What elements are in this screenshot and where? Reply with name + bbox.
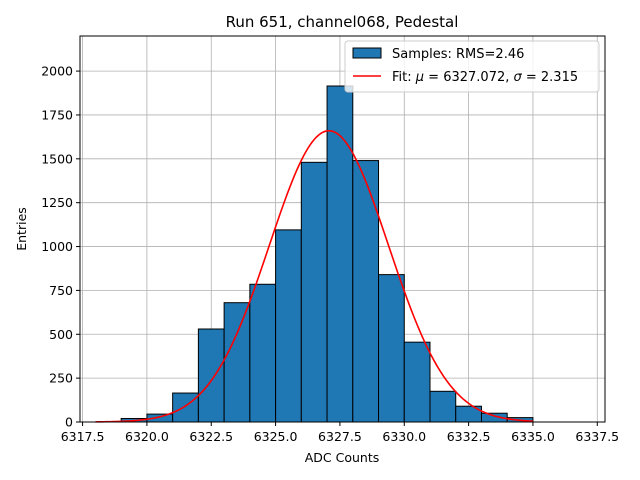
y-tick-label: 2000 bbox=[41, 64, 73, 79]
x-tick-label: 6330.0 bbox=[382, 429, 426, 444]
legend-samples-swatch bbox=[352, 47, 382, 59]
x-tick-label: 6325.0 bbox=[254, 429, 298, 444]
y-tick-label: 750 bbox=[49, 283, 73, 298]
y-tick-label: 1750 bbox=[41, 107, 73, 122]
histogram-bars bbox=[120, 85, 534, 423]
histogram-bar bbox=[300, 161, 328, 423]
y-tick-label: 1250 bbox=[41, 195, 73, 210]
x-axis-label: ADC Counts bbox=[305, 450, 380, 465]
histogram-bar bbox=[275, 229, 302, 423]
histogram-bar bbox=[403, 341, 431, 423]
legend-fit-label: Fit: μ = 6327.072, σ = 2.315 bbox=[392, 70, 578, 85]
histogram-bar bbox=[223, 302, 251, 423]
y-tick-label: 1000 bbox=[41, 239, 73, 254]
plot-frame bbox=[79, 35, 606, 423]
histogram-bar bbox=[249, 283, 277, 423]
x-tick-label: 6337.5 bbox=[575, 429, 619, 444]
x-tick-label: 6317.5 bbox=[61, 429, 105, 444]
legend-samples-label: Samples: RMS=2.46 bbox=[392, 47, 524, 62]
y-tick-label: 250 bbox=[49, 371, 73, 386]
y-tick-label: 500 bbox=[49, 327, 73, 342]
histogram-bar bbox=[326, 85, 354, 423]
x-tick-label: 6327.5 bbox=[318, 429, 362, 444]
histogram-bar bbox=[429, 390, 457, 423]
x-tick-label: 6322.5 bbox=[189, 429, 233, 444]
histogram-bar bbox=[197, 328, 225, 423]
legend: Samples: RMS=2.46 Fit: μ = 6327.072, σ =… bbox=[344, 40, 600, 93]
x-tick-label: 6332.5 bbox=[447, 429, 491, 444]
x-axis-ticks: 6317.5 6320.0 6322.5 6325.0 6327.5 6330.0 6332… bbox=[61, 422, 619, 444]
histogram-bar bbox=[172, 392, 199, 423]
histogram-bar bbox=[352, 160, 380, 423]
histogram-bar bbox=[378, 274, 405, 423]
y-tick-label: 0 bbox=[65, 415, 73, 430]
x-tick-label: 6320.0 bbox=[125, 429, 169, 444]
y-tick-label: 1500 bbox=[41, 151, 73, 166]
chart-title: Run 651, channel068, Pedestal bbox=[226, 13, 459, 31]
legend-box bbox=[344, 40, 600, 93]
y-axis-label: Entries bbox=[14, 207, 29, 251]
x-tick-label: 6335.0 bbox=[511, 429, 555, 444]
y-axis-ticks: 0 250 500 750 1000 1250 1500 1750 2000 bbox=[41, 64, 80, 430]
gaussian-fit-curve bbox=[95, 129, 533, 423]
